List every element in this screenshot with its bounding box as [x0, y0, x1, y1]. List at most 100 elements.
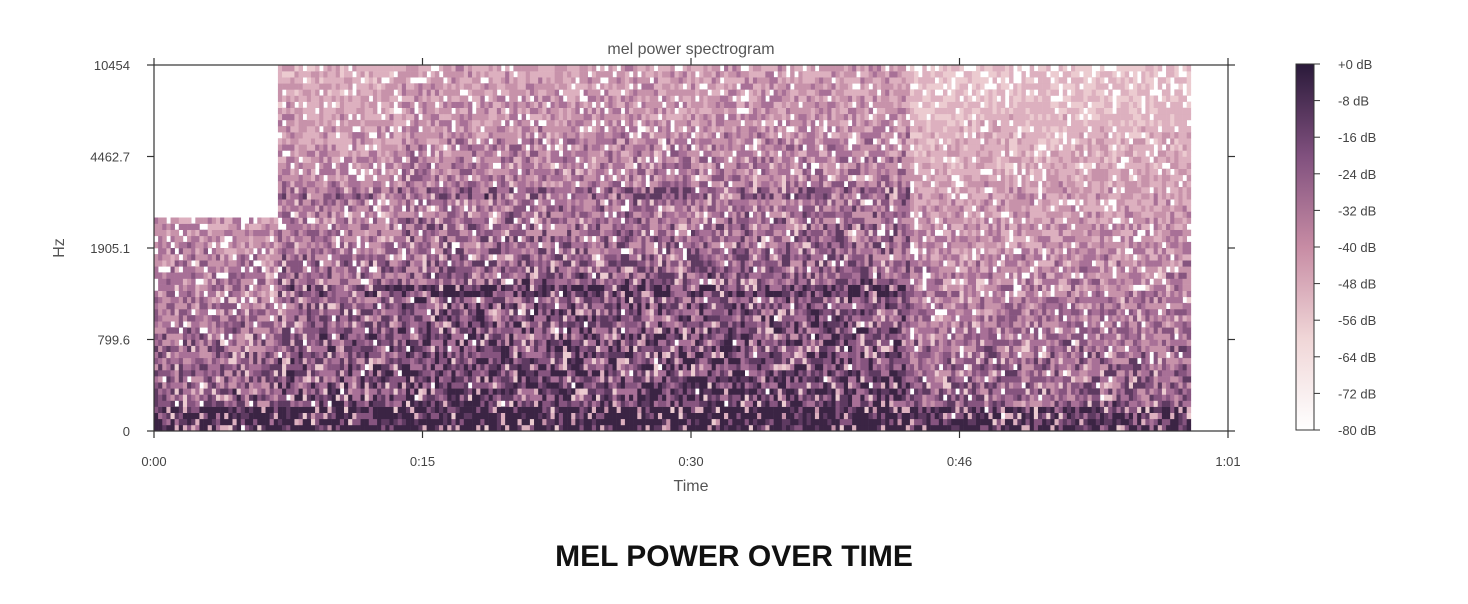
spectrogram-cell — [521, 199, 527, 206]
spectrogram-cell — [443, 119, 448, 127]
spectrogram-cell — [538, 101, 543, 108]
spectrogram-cell — [389, 113, 394, 121]
spectrogram-cell — [476, 302, 481, 310]
spectrogram-cell — [203, 394, 208, 401]
spectrogram-cell — [211, 406, 217, 413]
spectrogram-cell — [534, 333, 539, 340]
spectrogram-cell — [455, 217, 460, 224]
spectrogram-cell — [352, 345, 357, 352]
spectrogram-cell — [484, 162, 489, 169]
spectrogram-cell — [249, 345, 254, 352]
spectrogram-cell — [344, 162, 349, 169]
spectrogram-cell — [290, 388, 295, 395]
spectrogram-cell — [562, 333, 568, 340]
spectrogram-cell — [430, 95, 436, 102]
spectrogram-cell — [385, 376, 390, 383]
spectrogram-cell — [463, 424, 469, 431]
spectrogram-cell — [174, 363, 180, 371]
spectrogram-cell — [534, 418, 539, 426]
spectrogram-cell — [389, 132, 394, 139]
spectrogram-cell — [513, 339, 518, 346]
spectrogram-cell — [505, 113, 510, 121]
spectrogram-cell — [232, 302, 237, 310]
spectrogram-cell — [476, 388, 481, 395]
spectrogram-cell — [294, 223, 299, 230]
spectrogram-cell — [550, 113, 555, 121]
spectrogram-cell — [282, 95, 287, 102]
spectrogram-cell — [451, 266, 456, 273]
spectrogram-cell — [517, 193, 522, 200]
spectrogram-cell — [567, 138, 572, 145]
spectrogram-cell — [220, 339, 225, 346]
spectrogram-cell — [335, 211, 341, 218]
spectrogram-cell — [319, 83, 324, 90]
spectrogram-cell — [500, 89, 506, 96]
spectrogram-cell — [335, 351, 341, 359]
spectrogram-cell — [447, 376, 452, 383]
spectrogram-cell — [496, 119, 502, 127]
spectrogram-cell — [505, 174, 510, 182]
spectrogram-cell — [182, 406, 188, 413]
spectrogram-cell — [443, 229, 448, 237]
spectrogram-cell — [455, 211, 460, 218]
spectrogram-cell — [323, 205, 328, 212]
spectrogram-cell — [500, 290, 506, 298]
spectrogram-cell — [513, 205, 518, 212]
spectrogram-cell — [306, 321, 312, 328]
spectrogram-cell — [463, 382, 469, 389]
spectrogram-cell — [426, 156, 432, 163]
spectrogram-cell — [315, 187, 320, 194]
spectrogram-cell — [500, 418, 506, 426]
spectrogram-cell — [195, 424, 200, 431]
spectrogram-cell — [315, 144, 320, 151]
spectrogram-cell — [166, 333, 171, 340]
spectrogram-cell — [517, 65, 522, 72]
spectrogram-cell — [203, 357, 208, 365]
spectrogram-cell — [273, 339, 279, 346]
spectrogram-cell — [434, 296, 440, 304]
spectrogram-cell — [451, 150, 456, 157]
spectrogram-cell — [207, 290, 213, 298]
spectrogram-cell — [405, 89, 411, 96]
spectrogram-cell — [554, 235, 560, 243]
spectrogram-cell — [244, 309, 250, 316]
spectrogram-cell — [282, 290, 287, 298]
spectrogram-cell — [538, 394, 543, 401]
spectrogram-cell — [434, 382, 440, 389]
spectrogram-cell — [426, 107, 432, 115]
spectrogram-cell — [505, 217, 510, 224]
spectrogram-cell — [443, 162, 448, 169]
spectrogram-cell — [422, 333, 427, 340]
spectrogram-cell — [476, 363, 481, 371]
spectrogram-cell — [286, 333, 291, 340]
spectrogram-cell — [554, 363, 560, 371]
spectrogram-cell — [500, 101, 506, 108]
spectrogram-cell — [298, 180, 304, 188]
spectrogram-cell — [562, 156, 568, 163]
spectrogram-cell — [455, 83, 460, 90]
spectrogram-cell — [410, 89, 415, 96]
spectrogram-cell — [418, 248, 423, 255]
spectrogram-cell — [298, 144, 304, 151]
spectrogram-cell — [298, 388, 304, 395]
spectrogram-cell — [546, 400, 551, 407]
spectrogram-cell — [240, 339, 246, 346]
spectrogram-cell — [496, 95, 502, 102]
spectrogram-cell — [277, 174, 283, 182]
spectrogram-cell — [472, 418, 477, 426]
spectrogram-cell — [542, 400, 547, 407]
spectrogram-cell — [554, 424, 560, 431]
spectrogram-cell — [294, 229, 299, 237]
spectrogram-cell — [253, 241, 258, 249]
spectrogram-cell — [339, 424, 345, 431]
spectrogram-cell — [542, 357, 547, 365]
spectrogram-cell — [405, 382, 411, 389]
spectrogram-cell — [302, 418, 308, 426]
spectrogram-cell — [488, 77, 494, 84]
spectrogram-cell — [385, 113, 390, 121]
spectrogram-cell — [480, 89, 485, 96]
spectrogram-cell — [207, 321, 213, 328]
spectrogram-cell — [286, 424, 291, 431]
spectrogram-cell — [389, 223, 394, 230]
spectrogram-cell — [397, 138, 403, 145]
